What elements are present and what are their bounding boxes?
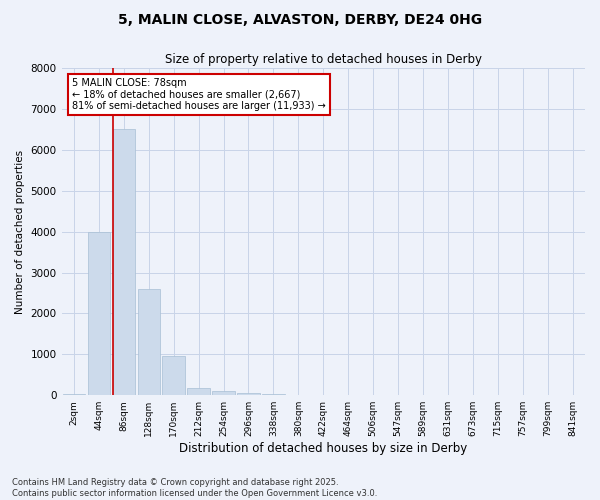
Title: Size of property relative to detached houses in Derby: Size of property relative to detached ho…	[165, 52, 482, 66]
Bar	[187, 388, 210, 395]
Bar	[262, 394, 284, 395]
Bar	[237, 393, 260, 395]
Y-axis label: Number of detached properties: Number of detached properties	[15, 150, 25, 314]
Text: 5, MALIN CLOSE, ALVASTON, DERBY, DE24 0HG: 5, MALIN CLOSE, ALVASTON, DERBY, DE24 0H…	[118, 12, 482, 26]
Bar	[163, 356, 185, 395]
Bar	[63, 394, 85, 395]
Bar	[88, 232, 110, 395]
X-axis label: Distribution of detached houses by size in Derby: Distribution of detached houses by size …	[179, 442, 467, 455]
Bar	[113, 130, 135, 395]
Text: Contains HM Land Registry data © Crown copyright and database right 2025.
Contai: Contains HM Land Registry data © Crown c…	[12, 478, 377, 498]
Bar	[212, 391, 235, 395]
Bar	[137, 289, 160, 395]
Text: 5 MALIN CLOSE: 78sqm
← 18% of detached houses are smaller (2,667)
81% of semi-de: 5 MALIN CLOSE: 78sqm ← 18% of detached h…	[72, 78, 326, 111]
